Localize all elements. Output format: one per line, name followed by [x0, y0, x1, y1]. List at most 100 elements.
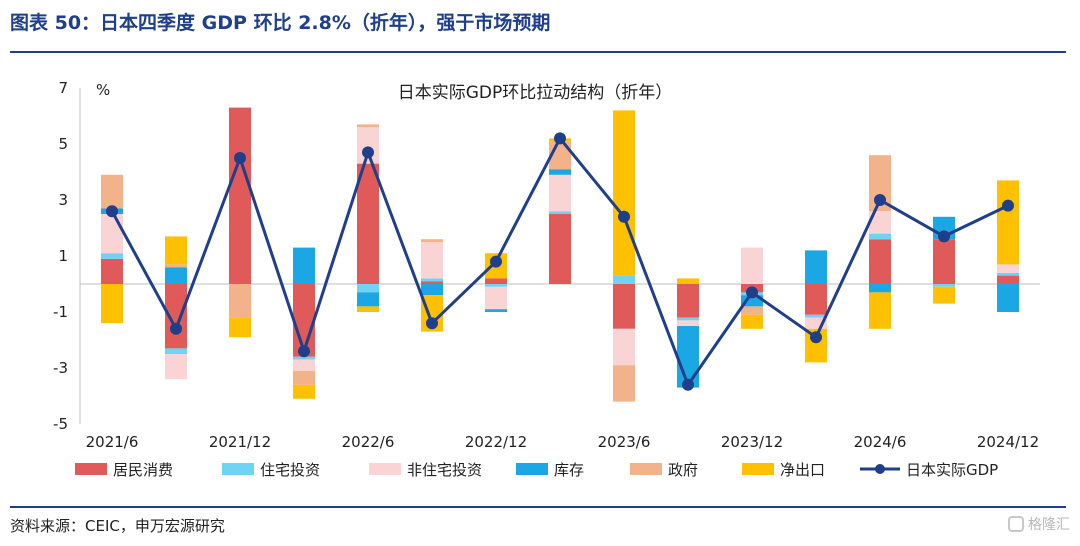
bar-segment [357, 124, 379, 128]
y-tick-label: 3 [58, 191, 68, 209]
gdp-line-point [234, 152, 246, 164]
watermark-logo-icon [1008, 516, 1024, 532]
y-axis-unit: % [96, 81, 110, 99]
bar-segment [997, 272, 1019, 276]
stacked-bar-chart: -5 -3 -1 1 3 5 7% 日本实际GDP环比拉动结构（折年） 2021/6 2021/1… [53, 79, 1040, 479]
y-tick-label: -3 [53, 359, 68, 377]
bar-segment [613, 284, 635, 329]
bar-segment [165, 348, 187, 354]
legend-swatch [369, 463, 401, 475]
bar-segment [485, 278, 507, 284]
bar-segment [613, 275, 635, 284]
bar-segment [165, 267, 187, 284]
gdp-line-point [106, 205, 118, 218]
bar-segment [805, 317, 827, 329]
legend-label: 政府 [668, 461, 698, 479]
x-tick-label: 2023/12 [721, 433, 783, 451]
gdp-line-point [810, 331, 822, 344]
bar-segment [229, 284, 251, 318]
bar-segment [165, 284, 187, 349]
gdp-line-point [170, 322, 182, 335]
bar-segment [485, 284, 507, 287]
bar-segment [293, 370, 315, 385]
bar-segment [869, 233, 891, 240]
bar-segment [869, 284, 891, 293]
bar-segment [741, 295, 763, 307]
bar-segment [613, 110, 635, 276]
y-tick-label: -1 [53, 303, 68, 321]
bar-segment [165, 354, 187, 380]
legend-label: 非住宅投资 [407, 461, 482, 479]
bar-segment [869, 239, 891, 284]
bar-segment [869, 211, 891, 234]
bar-segment [677, 278, 699, 284]
legend-label: 日本实际GDP [906, 461, 998, 479]
source-note: 资料来源：CEIC，申万宏源研究 [10, 517, 225, 535]
bar-segment [933, 239, 955, 284]
title-divider [10, 51, 1066, 53]
bar-segment [869, 292, 891, 329]
bar-segment [101, 253, 123, 259]
bar-segment [549, 174, 571, 212]
bar-segment [997, 284, 1019, 312]
gdp-line-point [938, 230, 950, 243]
bar-segment [229, 107, 251, 284]
bar-segment [613, 365, 635, 402]
bar-segment [677, 284, 699, 318]
bar-segment [293, 384, 315, 399]
bar-segment [741, 314, 763, 329]
legend-swatch [75, 463, 107, 475]
watermark: 格隆汇 [1008, 514, 1070, 534]
bar-segment [421, 281, 443, 284]
x-tick-label: 2024/6 [854, 433, 907, 451]
bar-segment [933, 284, 955, 287]
bar-segment [549, 211, 571, 214]
bar-segment [421, 284, 443, 296]
bar-segment [677, 317, 699, 321]
bar-segment [741, 247, 763, 284]
x-tick-label: 2022/6 [342, 433, 395, 451]
figure-title: 图表 50：日本四季度 GDP 环比 2.8%（折年），强于市场预期 [10, 12, 551, 34]
bar-segment [101, 258, 123, 284]
bar-segment [229, 317, 251, 338]
bar-segment [357, 292, 379, 307]
bar-segment [549, 214, 571, 284]
legend-swatch [516, 463, 548, 475]
bar-segment [165, 264, 187, 268]
x-tick-label: 2021/12 [209, 433, 271, 451]
bar-segment [997, 264, 1019, 273]
bar-segment [421, 239, 443, 242]
bar-segment [613, 328, 635, 366]
bar-segment [421, 242, 443, 279]
bar-segment [357, 284, 379, 293]
bar-segment [357, 163, 379, 284]
bar-segment [677, 320, 699, 326]
watermark-text: 格隆汇 [1028, 517, 1070, 533]
gdp-line-point [874, 194, 886, 206]
gdp-line-point [490, 255, 502, 268]
bar-segment [101, 284, 123, 324]
bar-segment [165, 236, 187, 265]
y-tick-label: 7 [58, 79, 68, 97]
legend-swatch [222, 463, 254, 475]
legend-label: 居民消费 [113, 461, 173, 479]
bar-segment [293, 359, 315, 371]
gdp-line-point [1002, 199, 1014, 212]
bar-segment [997, 275, 1019, 284]
chart-title: 日本实际GDP环比拉动结构（折年） [398, 83, 673, 103]
bar-segment [997, 180, 1019, 265]
bar-segment [101, 174, 123, 209]
legend-line-marker [875, 464, 885, 474]
gdp-line-point [746, 286, 758, 299]
gdp-line-point [362, 146, 374, 159]
bar-segment [549, 169, 571, 175]
gdp-line-point [426, 317, 438, 330]
bar-segment [293, 356, 315, 360]
bar-segment [933, 286, 955, 304]
bar-segment [293, 247, 315, 284]
y-tick-label: 1 [58, 247, 68, 265]
y-tick-label: 5 [58, 135, 68, 153]
bar-segment [805, 284, 827, 315]
gdp-line-point [554, 132, 566, 145]
legend-swatch [742, 463, 774, 475]
